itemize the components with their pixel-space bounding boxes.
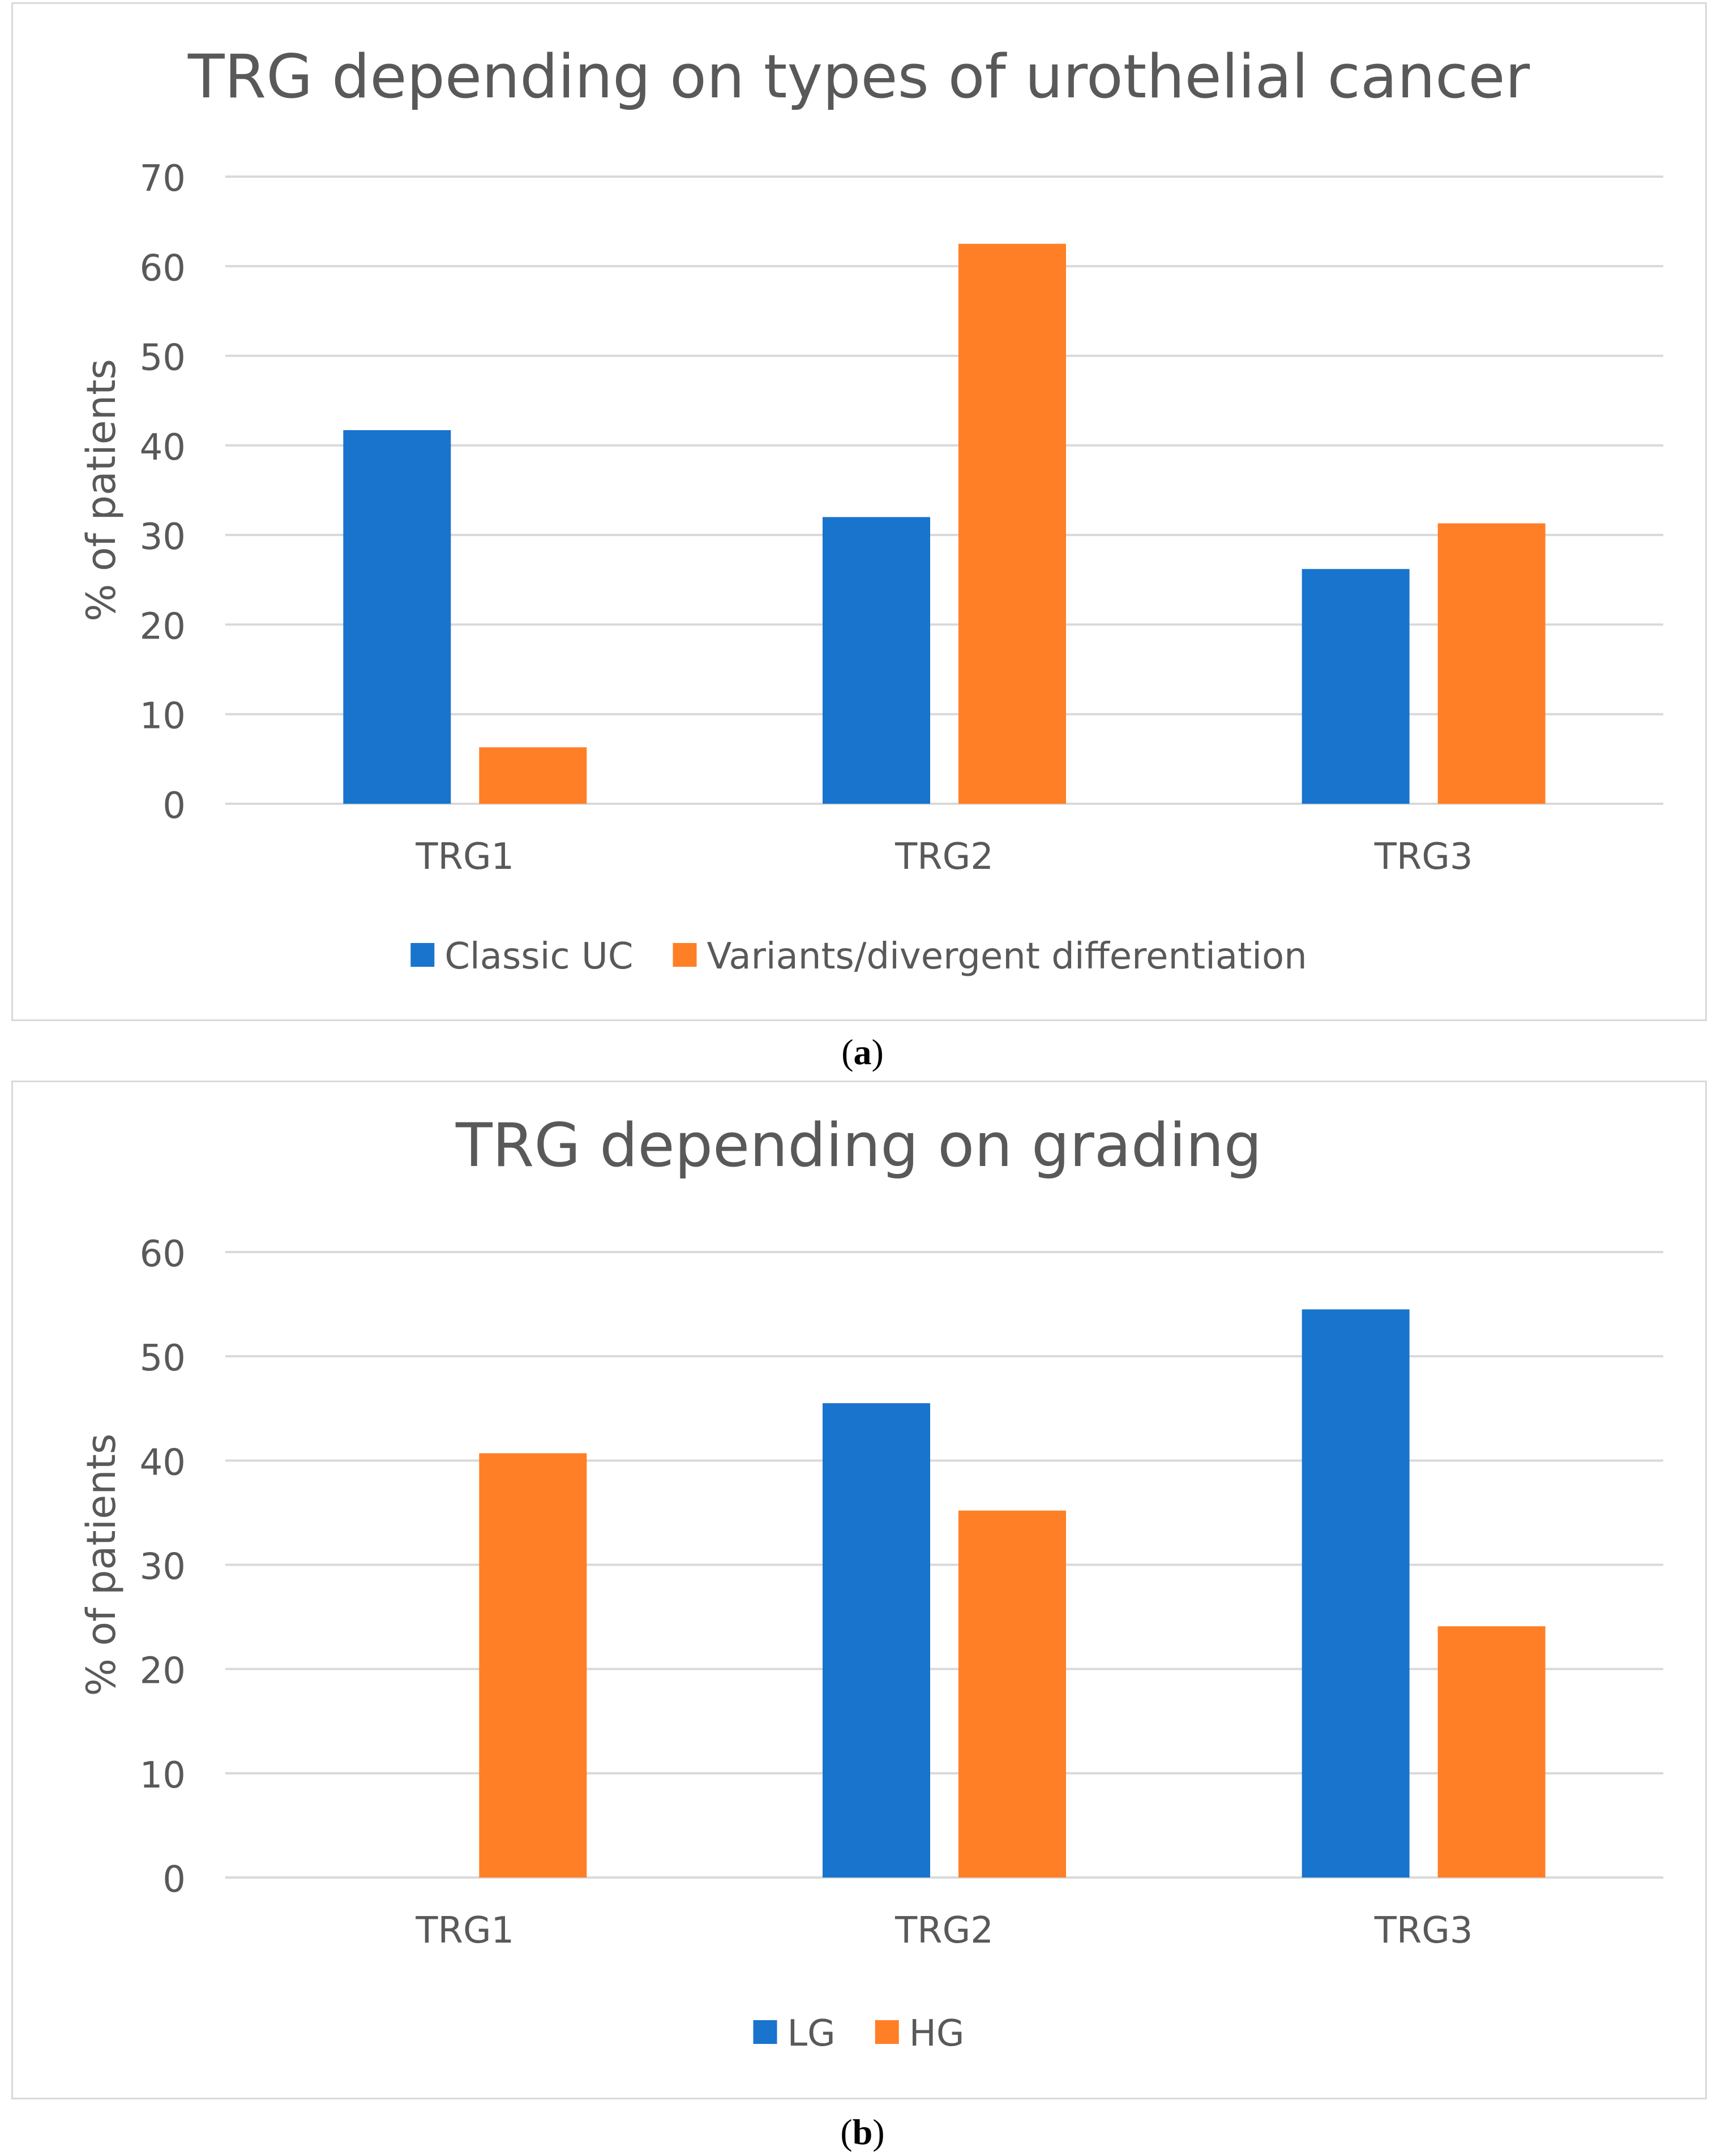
x-tick-label: TRG2 [894, 1910, 994, 1952]
chart-title: TRG depending on types of urothelial can… [187, 42, 1530, 112]
chart-title: TRG depending on grading [455, 1111, 1262, 1180]
chart-panel-b: TRG depending on grading 0 10 20 30 40 50 60 % o… [11, 1081, 1707, 2099]
bar-trg3-series1 [1302, 569, 1410, 804]
y-tick-label: 0 [162, 1859, 186, 1901]
legend-swatch-2 [673, 943, 697, 967]
legend: LG HG [753, 2013, 965, 2055]
caption-a: (a) [0, 1031, 1725, 1073]
bar-trg2-series1 [823, 517, 930, 804]
x-tick-label: TRG1 [415, 836, 514, 878]
y-tick-label: 20 [140, 1651, 186, 1692]
bar-trg2-series1 [823, 1403, 930, 1878]
caption-b-letter: b [852, 2112, 873, 2152]
legend-label-2: HG [909, 2013, 965, 2055]
x-tick-label: TRG1 [415, 1910, 514, 1952]
y-tick-label: 30 [140, 516, 186, 558]
x-tick-label: TRG2 [894, 836, 994, 878]
caption-a-open: ( [841, 1032, 854, 1072]
chart-b-svg: TRG depending on grading 0 10 20 30 40 50 60 % o… [78, 1111, 1663, 2055]
legend-label-1: LG [787, 2013, 836, 2055]
y-tick-label: 40 [140, 427, 186, 469]
caption-a-letter: a [853, 1032, 872, 1072]
legend-label-1: Classic UC [444, 936, 633, 978]
y-tick-label: 70 [140, 158, 186, 200]
y-tick-label: 30 [140, 1546, 186, 1588]
bar-trg3-series2 [1437, 523, 1546, 804]
bar-trg1-series2 [479, 747, 587, 804]
bar-trg2-series2 [958, 1510, 1066, 1878]
bar-trg1-series1 [343, 430, 451, 804]
caption-b: (b) [0, 2111, 1725, 2153]
chart-panel-a: TRG depending on types of urothelial can… [11, 2, 1707, 1021]
y-tick-label: 60 [140, 247, 186, 289]
y-tick-label: 40 [140, 1442, 186, 1484]
bar-trg2-series2 [958, 243, 1066, 804]
legend: Classic UC Variants/divergent differentia… [410, 936, 1307, 978]
y-tick-label: 0 [162, 785, 186, 827]
bar-trg3-series2 [1437, 1626, 1546, 1878]
y-tick-label: 10 [140, 1755, 186, 1797]
legend-swatch-1 [753, 2020, 777, 2044]
bar-trg1-series2 [479, 1453, 587, 1878]
x-tick-label: TRG3 [1374, 1910, 1473, 1952]
y-tick-label: 10 [140, 696, 186, 738]
bar-trg3-series1 [1302, 1309, 1410, 1878]
y-axis-label: % of patients [78, 359, 125, 621]
x-tick-label: TRG3 [1374, 836, 1473, 878]
legend-swatch-2 [875, 2020, 899, 2044]
legend-label-2: Variants/divergent differentiation [707, 936, 1307, 978]
chart-a-svg: TRG depending on types of urothelial can… [78, 42, 1663, 978]
caption-a-close: ) [871, 1032, 884, 1072]
y-tick-label: 50 [140, 1338, 186, 1379]
y-tick-label: 50 [140, 337, 186, 379]
y-axis-label: % of patients [78, 1433, 125, 1696]
y-tick-label: 20 [140, 606, 186, 648]
y-tick-label: 60 [140, 1233, 186, 1275]
caption-b-open: ( [840, 2112, 853, 2152]
legend-swatch-1 [410, 943, 435, 967]
caption-b-close: ) [872, 2112, 885, 2152]
